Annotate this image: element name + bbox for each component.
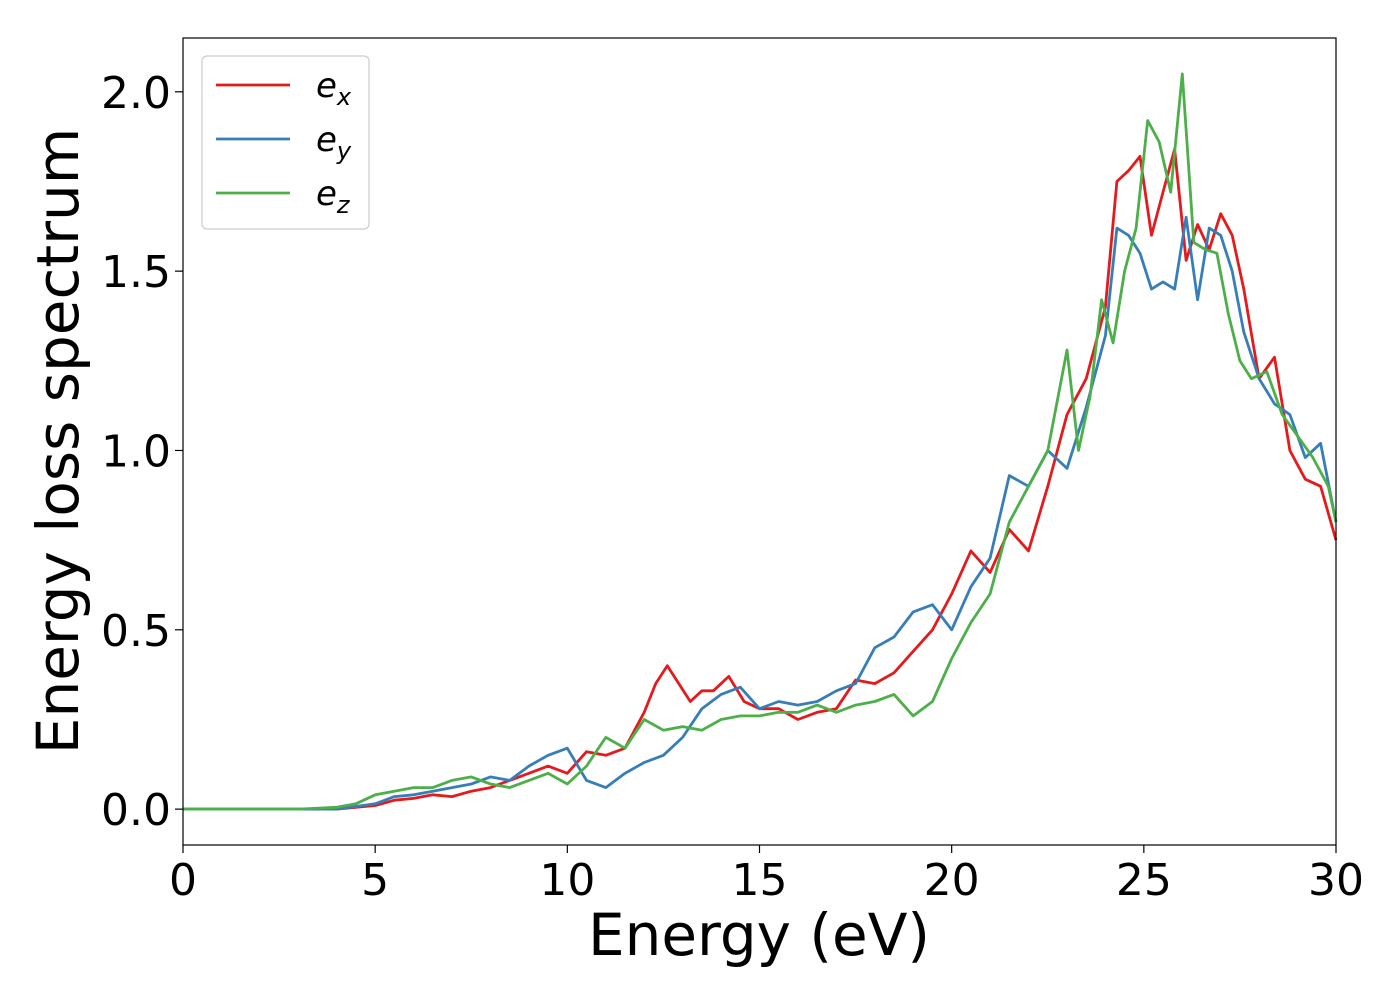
x-tick-label: 20 [924, 855, 980, 906]
legend-box [201, 55, 370, 230]
y-tick-label: 1.5 [101, 247, 171, 298]
y-tick-label: 0.0 [101, 785, 171, 836]
y-axis: 0.0 0.5 1.0 1.5 2.0 [101, 68, 183, 836]
y-axis-label: Energy loss spectrum [24, 128, 92, 754]
legend-label-x: ex [316, 66, 352, 111]
x-tick-label: 25 [1116, 855, 1172, 906]
x-tick-label: 10 [539, 855, 595, 906]
x-tick-label: 0 [169, 855, 197, 906]
x-tick-label: 15 [732, 855, 788, 906]
y-tick-label: 1.0 [101, 426, 171, 477]
x-tick-label: 30 [1308, 855, 1364, 906]
y-tick-label: 0.5 [101, 606, 171, 657]
legend: ex ey ez [201, 55, 370, 230]
series-line-y [183, 215, 1338, 811]
series-layer [183, 72, 1338, 811]
x-tick-label: 5 [361, 855, 389, 906]
series-line-z [183, 72, 1338, 811]
x-axis-label: Energy (eV) [588, 901, 930, 969]
legend-label-y: ey [316, 120, 352, 165]
y-tick-label: 2.0 [101, 68, 171, 119]
legend-label-z: ez [316, 174, 351, 219]
x-axis: 0 5 10 15 20 25 30 [169, 845, 1364, 906]
